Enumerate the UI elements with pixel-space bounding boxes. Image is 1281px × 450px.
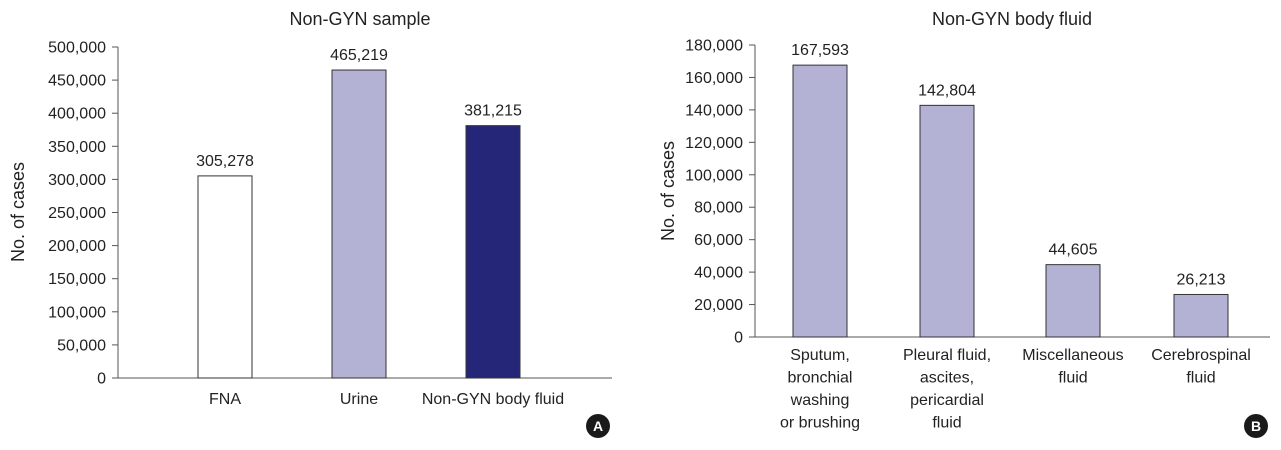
bar (197, 175, 253, 379)
bar (792, 64, 848, 338)
y-tick-label: 200,000 (48, 238, 106, 255)
y-tick-label: 40,000 (694, 265, 743, 282)
data-label: 305,278 (196, 153, 254, 170)
x-category-label: Pleural fluid, (903, 347, 991, 364)
y-tick-label: 100,000 (685, 167, 743, 184)
x-category-label: Non-GYN body fluid (422, 391, 564, 408)
data-label: 26,213 (1177, 271, 1226, 288)
y-tick-label: 100,000 (48, 304, 106, 321)
y-tick-label: 180,000 (685, 38, 743, 55)
x-category-label: Urine (340, 391, 378, 408)
data-label: 381,215 (464, 103, 522, 120)
chart-panel-a: Non-GYN sample No. of cases 0 50,000 100,000… (8, 9, 612, 438)
y-tick-label: 120,000 (685, 135, 743, 152)
bar (1173, 293, 1229, 338)
y-tick-label: 500,000 (48, 40, 106, 57)
x-category-label: FNA (209, 391, 241, 408)
y-tick-label: 150,000 (48, 271, 106, 288)
y-tick-label: 450,000 (48, 73, 106, 90)
data-label: 465,219 (330, 47, 388, 64)
panel-badge (586, 414, 610, 438)
data-label: 44,605 (1049, 242, 1098, 259)
y-axis-label: No. of cases (8, 162, 28, 262)
y-tick-label: 60,000 (694, 232, 743, 249)
bar (331, 69, 387, 379)
y-tick-label: 80,000 (694, 200, 743, 217)
chart-title: Non-GYN body fluid (932, 9, 1092, 29)
panel-badge-label: A (593, 418, 603, 434)
x-category-label: fluid (1186, 370, 1215, 387)
panel-badge-label: B (1251, 418, 1261, 434)
x-category-label: Sputum, (790, 347, 850, 364)
y-axis-label: No. of cases (658, 141, 678, 241)
panel-badge (1244, 414, 1268, 438)
y-tick-label: 350,000 (48, 139, 106, 156)
chart-panel-b: Non-GYN body fluid No. of cases 0 20,000 40,… (658, 9, 1270, 438)
y-tick-label: 140,000 (685, 102, 743, 119)
x-category-label: washing (790, 392, 850, 409)
x-category-label: ascites, (920, 370, 974, 387)
data-label: 142,804 (918, 82, 976, 99)
bar (1045, 264, 1101, 338)
y-tick-label: 160,000 (685, 70, 743, 87)
y-tick-label: 400,000 (48, 106, 106, 123)
y-tick-label: 50,000 (57, 337, 106, 354)
y-tick-label: 250,000 (48, 205, 106, 222)
bar (919, 104, 975, 338)
bar (465, 125, 521, 379)
x-category-label: Miscellaneous (1022, 347, 1123, 364)
x-category-label: or brushing (780, 415, 860, 432)
x-category-label: fluid (932, 415, 961, 432)
chart-title: Non-GYN sample (289, 9, 430, 29)
data-label: 167,593 (791, 42, 849, 59)
x-category-label: Cerebrospinal (1151, 347, 1251, 364)
x-category-label: fluid (1058, 370, 1087, 387)
x-category-label: bronchial (788, 370, 853, 387)
x-category-label: pericardial (910, 392, 984, 409)
y-tick-label: 0 (734, 330, 743, 347)
y-tick-label: 300,000 (48, 172, 106, 189)
y-tick-label: 0 (97, 371, 106, 388)
y-tick-label: 20,000 (694, 297, 743, 314)
